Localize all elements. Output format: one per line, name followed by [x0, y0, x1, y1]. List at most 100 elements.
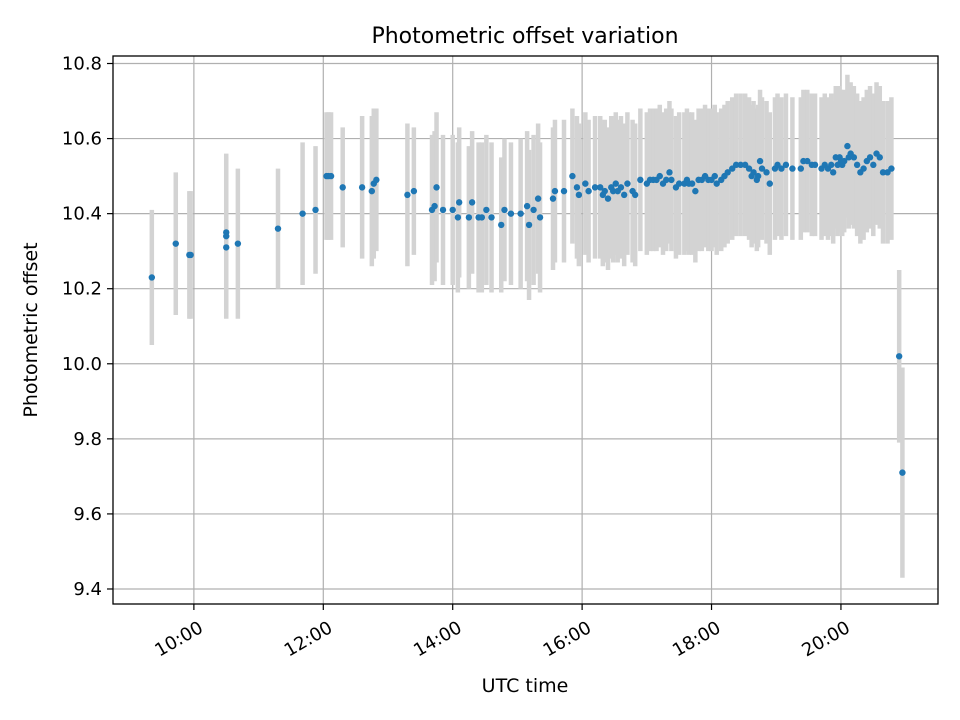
x-axis: 10:00 12:00 14:00 16:00 18:00 20:00 — [151, 604, 854, 661]
data-point — [637, 176, 644, 184]
data-point — [549, 195, 557, 202]
data-point — [624, 180, 631, 187]
data-point — [223, 244, 230, 251]
data-point — [534, 195, 542, 202]
data-point — [498, 221, 505, 229]
data-point — [573, 184, 581, 191]
data-point — [789, 165, 796, 172]
data-point — [148, 274, 156, 281]
data-point — [758, 165, 766, 172]
data-point — [844, 142, 851, 150]
data-point — [312, 206, 319, 214]
data-point — [478, 214, 486, 221]
data-point — [454, 214, 462, 221]
y-tick-label: 10.0 — [62, 354, 102, 375]
data-point — [465, 214, 473, 221]
y-tick-label: 10.8 — [62, 54, 102, 75]
data-point — [597, 184, 604, 191]
data-point — [339, 184, 346, 191]
data-point — [609, 187, 617, 195]
data-point — [666, 169, 673, 176]
data-point — [433, 184, 440, 191]
data-point — [663, 176, 670, 184]
data-point — [853, 161, 861, 169]
data-point — [612, 180, 619, 187]
data-point — [569, 172, 576, 180]
data-point — [656, 172, 663, 180]
data-point — [724, 169, 731, 176]
data-point — [299, 210, 306, 217]
data-point — [187, 251, 194, 259]
data-point — [525, 221, 533, 229]
data-point — [711, 172, 718, 180]
data-point — [551, 187, 559, 195]
data-point — [899, 469, 906, 476]
data-point — [530, 206, 537, 214]
data-point — [327, 172, 335, 180]
data-point — [368, 187, 376, 195]
y-tick-label: 10.2 — [62, 279, 102, 300]
data-point — [668, 176, 675, 184]
y-tick-label: 9.4 — [73, 579, 102, 600]
data-point — [591, 184, 599, 191]
x-tick-label: 18:00 — [669, 617, 724, 661]
data-point — [797, 165, 805, 172]
data-point — [517, 210, 524, 217]
y-axis: 9.4 9.6 9.8 10.0 10.2 10.4 10.6 10.8 — [62, 54, 113, 600]
data-point — [754, 172, 762, 180]
data-point — [172, 240, 179, 247]
data-point — [373, 176, 380, 184]
y-tick-label: 10.6 — [62, 129, 102, 150]
data-point — [439, 206, 447, 214]
data-point — [782, 161, 790, 169]
data-point — [692, 187, 699, 195]
data-point — [828, 161, 835, 169]
data-point — [358, 184, 366, 191]
y-tick-label: 10.4 — [62, 204, 102, 225]
data-point — [732, 161, 740, 169]
data-point — [631, 191, 639, 199]
x-tick-label: 10:00 — [151, 617, 206, 661]
data-point — [274, 225, 282, 232]
data-point — [866, 154, 874, 161]
data-point — [507, 210, 515, 217]
data-point — [449, 206, 456, 214]
data-point — [778, 165, 785, 172]
data-point — [617, 184, 625, 191]
data-point — [804, 157, 811, 165]
y-tick-label: 9.8 — [73, 429, 102, 450]
data-point — [745, 165, 753, 172]
data-point — [879, 169, 887, 176]
data-point — [523, 202, 531, 210]
data-point — [404, 191, 411, 199]
data-point — [737, 161, 744, 169]
data-point — [455, 199, 463, 206]
x-tick-label: 20:00 — [798, 617, 853, 661]
data-point — [575, 191, 583, 199]
data-point — [560, 187, 568, 195]
x-axis-label: UTC time — [482, 675, 569, 697]
data-point — [750, 169, 757, 176]
data-point — [763, 169, 770, 176]
data-point — [766, 180, 773, 187]
x-tick-label: 16:00 — [540, 617, 595, 661]
data-point — [888, 165, 895, 172]
data-point — [811, 161, 819, 169]
data-point — [488, 214, 495, 221]
data-point — [601, 187, 608, 195]
data-point — [860, 165, 867, 172]
data-point — [582, 180, 589, 187]
x-tick-label: 12:00 — [281, 617, 336, 661]
x-tick-label: 14:00 — [410, 617, 465, 661]
data-point — [431, 202, 438, 210]
data-point — [483, 206, 490, 214]
data-point — [604, 195, 612, 202]
data-point — [536, 214, 544, 221]
plot-frame — [112, 55, 939, 605]
data-point — [840, 157, 848, 165]
data-point — [410, 187, 418, 195]
data-point — [468, 199, 476, 206]
error-bars — [149, 74, 905, 578]
data-point — [713, 180, 720, 187]
